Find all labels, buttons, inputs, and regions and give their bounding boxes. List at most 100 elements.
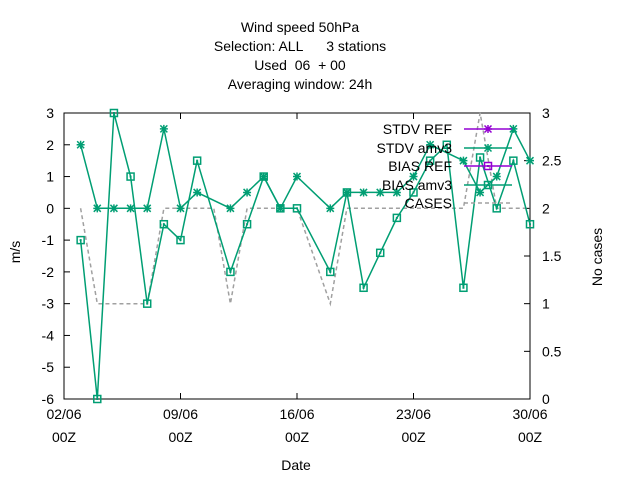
data-point: [375, 248, 385, 258]
data-point: [93, 394, 102, 404]
y-tick-label: -6: [42, 391, 55, 407]
data-point: [259, 172, 268, 181]
data-point: [425, 156, 435, 165]
data-point: [109, 108, 119, 118]
x-tick-label-time: 00Z: [285, 429, 310, 445]
y2-tick-label: 1: [542, 296, 550, 312]
series-cases: [79, 112, 530, 307]
legend-marker: [483, 143, 493, 153]
data-point: [276, 204, 285, 213]
legend-item: BIAS REF: [388, 158, 512, 174]
legend-item: CASES: [405, 195, 512, 211]
title-line-3: Used 06 + 00: [254, 57, 346, 73]
data-point: [426, 140, 435, 149]
x-tick-label: 02/06: [46, 406, 81, 422]
legend: STDV REF STDV amv3 BIAS REF BIAS amv3 CASES: [377, 121, 512, 211]
legend-label: BIAS amv3: [382, 177, 452, 193]
data-point: [525, 156, 535, 165]
data-point: [492, 204, 501, 213]
data-point: [176, 235, 185, 245]
x-tick-label-time: 00Z: [52, 429, 77, 445]
data-point: [409, 172, 418, 181]
data-point: [459, 283, 468, 293]
series-line: [79, 127, 531, 210]
data-point: [142, 299, 152, 308]
legend-label: BIAS REF: [388, 158, 452, 174]
data-point: [109, 204, 118, 213]
data-point: [192, 156, 202, 165]
data-point: [376, 188, 385, 197]
y-tick-label: 0: [46, 200, 54, 216]
data-point: [76, 235, 85, 245]
series-stdv-amv3: [76, 124, 535, 213]
y2-tick-label: 0: [542, 391, 550, 407]
data-point: [176, 204, 185, 213]
data-point: [326, 267, 335, 277]
y2-tick-label: 1.5: [542, 248, 562, 264]
data-point: [143, 204, 152, 213]
legend-item: STDV amv3: [377, 140, 512, 156]
legend-marker: [483, 124, 493, 134]
data-point: [159, 124, 168, 133]
axes: 3 2 1 0 -1 -2 -3 -4 -5 -6 3 2.5 2 1.5 1 0.5 0 02/06 00Z 09/…: [42, 105, 562, 445]
title-line-4: Averaging window: 24h: [228, 76, 373, 92]
data-point: [126, 172, 135, 181]
data-point: [525, 219, 535, 229]
y2-tick-label: 3: [542, 105, 550, 121]
x-axis-label: Date: [281, 457, 311, 473]
data-point: [359, 188, 368, 197]
x-tick-label-time: 00Z: [518, 429, 543, 445]
data-point: [409, 188, 418, 197]
data-point: [492, 172, 501, 181]
x-tick-label-time: 00Z: [168, 429, 193, 445]
series-layer: [76, 108, 535, 404]
data-point: [126, 204, 135, 213]
series-line: [79, 112, 530, 307]
y-tick-label: -2: [42, 264, 55, 280]
data-point: [193, 188, 202, 197]
x-tick-label: 09/06: [163, 406, 198, 422]
data-point: [159, 219, 169, 229]
legend-item: STDV REF: [383, 121, 512, 137]
legend-marker: [483, 161, 493, 171]
data-point: [476, 188, 485, 197]
data-point: [226, 267, 235, 277]
y2-tick-label: 0.5: [542, 343, 562, 359]
data-point: [392, 188, 401, 197]
legend-label: CASES: [405, 195, 452, 211]
data-point: [292, 172, 302, 181]
legend-label: STDV amv3: [377, 140, 453, 156]
y2-tick-label: 2.5: [542, 153, 562, 169]
legend-marker: [483, 180, 493, 190]
title-line-1: Wind speed 50hPa: [241, 19, 360, 35]
data-point: [342, 188, 352, 197]
y-tick-label: 1: [46, 169, 54, 185]
data-point: [392, 213, 402, 223]
data-point: [243, 188, 252, 197]
data-point: [93, 204, 102, 213]
legend-item: BIAS amv3: [382, 177, 512, 193]
data-point: [76, 140, 85, 149]
data-point: [475, 153, 485, 162]
y-tick-label: 2: [46, 137, 54, 153]
series-bias-amv3: [76, 108, 535, 404]
y-tick-label: -4: [42, 327, 55, 343]
data-point: [242, 219, 252, 229]
data-point: [509, 156, 518, 165]
data-point: [359, 283, 368, 293]
data-point: [326, 204, 335, 213]
x-tick-label-time: 00Z: [401, 429, 426, 445]
legend-label: STDV REF: [383, 121, 452, 137]
x-tick-label: 23/06: [396, 406, 431, 422]
y-tick-label: -1: [42, 232, 55, 248]
x-tick-label: 30/06: [512, 406, 547, 422]
data-point: [459, 156, 468, 165]
y-tick-label: 3: [46, 105, 54, 121]
data-point: [442, 140, 452, 150]
data-point: [226, 204, 235, 213]
data-point: [292, 204, 302, 213]
title-line-2: Selection: ALL 3 stations: [214, 38, 386, 54]
y2-axis-label: No cases: [589, 228, 605, 286]
y2-tick-label: 2: [542, 200, 550, 216]
